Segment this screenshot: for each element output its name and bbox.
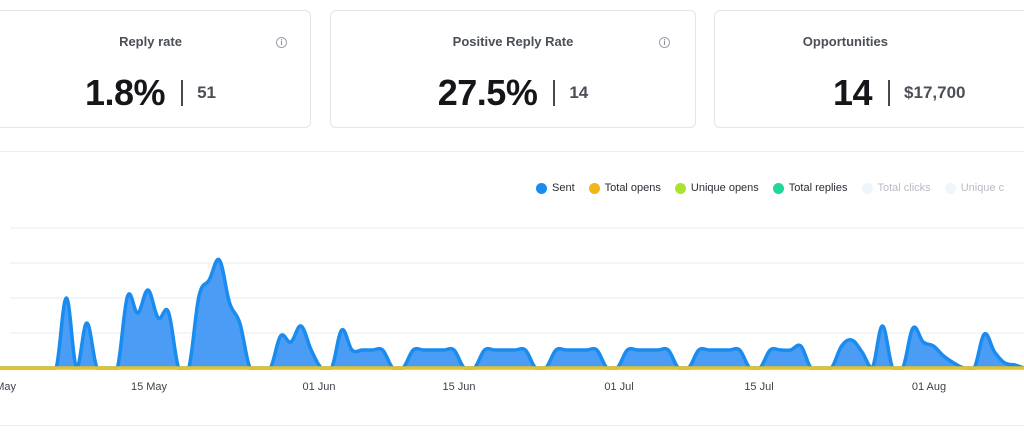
opportunities-value: 14 [833,72,873,113]
sent-area-chart: 01 May 15 May 01 Jun 15 Jun 01 Jul 15 Jul 01 A… [0,227,1024,393]
sent-area [0,259,1024,368]
positive-reply-rate-value: 27.5% [437,72,538,113]
x-tick-label: 15 May [131,381,168,393]
legend-item-total-clicks[interactable]: Total clicks [861,182,931,194]
x-tick-label: 15 Jul [744,381,773,393]
opportunities-card: Opportunities 14 $17,700 [714,10,1024,128]
legend-item-total-opens[interactable]: Total opens [588,182,661,194]
legend-label: Total replies [788,182,848,194]
reply-rate-metric: 1.8% 51 [0,72,310,113]
reply-rate-title: Reply rate [119,34,182,49]
legend-label: Unique opens [690,182,759,194]
legend-label: Sent [552,182,575,194]
positive-reply-rate-card: Positive Reply Rate i 27.5% 14 [330,10,696,128]
sent-line [0,257,1024,370]
x-tick-label: 15 Jun [442,381,475,393]
reply-count: 51 [197,83,216,102]
legend-dot-icon [772,182,784,194]
opportunities-amount: $17,700 [904,83,966,102]
x-tick-label: 01 May [0,381,17,393]
metric-divider [553,80,556,106]
info-icon[interactable]: i [659,37,670,48]
positive-reply-rate-metric: 27.5% 14 [331,72,695,113]
legend-dot-icon [536,182,547,194]
opportunities-metric: 14 $17,700 [715,72,1024,113]
legend-label: Total opens [604,182,661,194]
chart-panel-border [0,151,1024,152]
legend-label: Unique c [960,182,1005,194]
reply-rate-value: 1.8% [85,72,166,113]
positive-reply-rate-title: Positive Reply Rate [452,34,574,49]
info-icon[interactable]: i [276,37,287,48]
chart-legend: Sent Total opens Unique opens Total repl… [536,180,1018,196]
legend-item-sent[interactable]: Sent [536,182,575,194]
x-tick-label: 01 Aug [912,381,946,393]
legend-item-unique-clicks[interactable]: Unique c [944,182,1005,194]
legend-dot-icon [674,182,686,194]
legend-dot-icon [588,182,600,194]
metric-divider [181,80,184,106]
opportunities-title: Opportunities [802,34,888,49]
x-tick-label: 01 Jul [604,381,633,393]
legend-item-unique-opens[interactable]: Unique opens [674,182,759,194]
metric-divider [888,80,891,106]
reply-rate-card: Reply rate i 1.8% 51 [0,10,311,128]
positive-reply-count: 14 [569,83,589,102]
legend-item-total-replies[interactable]: Total replies [772,182,848,194]
x-tick-label: 01 Jun [302,381,335,393]
legend-label: Total clicks [877,182,931,194]
legend-dot-icon [944,182,956,194]
chart-panel-bottom-border [0,425,1024,426]
legend-dot-icon [861,182,873,194]
